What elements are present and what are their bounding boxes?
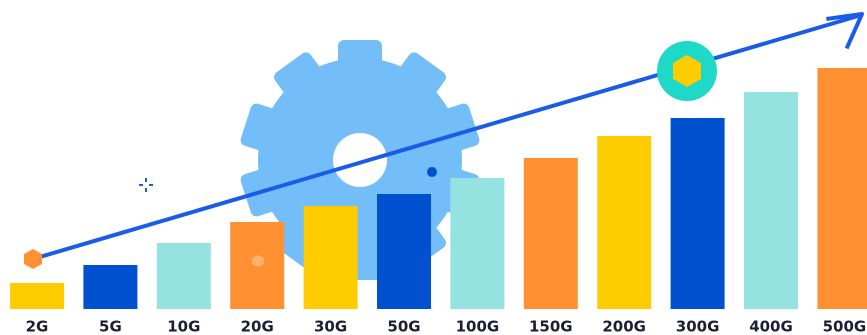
x-tick-label: 400G [749,318,793,335]
bar [744,92,798,309]
bar [450,178,505,309]
bar [156,243,211,309]
x-tick-label: 10G [167,318,200,335]
bar [597,136,652,309]
x-tick-label: 2G [26,318,49,335]
x-tick-label: 5G [99,318,122,335]
x-tick-label: 100G [456,318,500,335]
bar [523,158,578,309]
bar [10,283,64,309]
x-tick-label: 30G [314,318,347,335]
bar [83,265,138,309]
x-tick-label: 20G [241,318,274,335]
x-tick-label: 300G [676,318,720,335]
bar [817,68,867,309]
x-tick-label: 150G [529,318,573,335]
bar [670,118,725,309]
bar [303,206,358,309]
x-tick-label: 50G [387,318,420,335]
decor [24,12,864,269]
x-tick-label: 500G [823,318,867,335]
x-tick-label: 200G [602,318,646,335]
bar [377,194,431,309]
